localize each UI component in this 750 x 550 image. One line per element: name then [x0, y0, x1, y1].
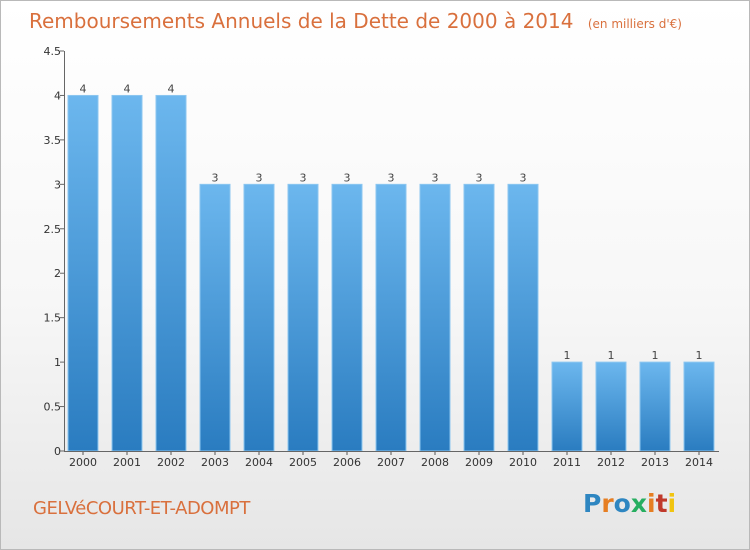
- x-tick-label-2004: 2004: [245, 456, 273, 469]
- x-tick-label-2008: 2008: [421, 456, 449, 469]
- chart-title-block: Remboursements Annuels de la Dette de 20…: [29, 9, 682, 33]
- data-label-2014: 1: [696, 349, 703, 362]
- bar-2013: [639, 361, 671, 452]
- data-label-2002: 4: [168, 82, 175, 95]
- y-tick-label-3.5: 3.5: [44, 134, 62, 147]
- bar-2010: [507, 183, 539, 452]
- data-label-2004: 3: [256, 171, 263, 184]
- data-label-2000: 4: [80, 82, 87, 95]
- data-label-2006: 3: [344, 171, 351, 184]
- logo-letter: P: [583, 489, 602, 518]
- data-label-2007: 3: [388, 171, 395, 184]
- y-tick-label-4.5: 4.5: [44, 45, 62, 58]
- bar-2008: [419, 183, 451, 452]
- y-tick-label-1: 1: [54, 356, 61, 369]
- data-label-2008: 3: [432, 171, 439, 184]
- y-tick-label-0.5: 0.5: [44, 401, 62, 414]
- y-tick-label-0: 0: [54, 445, 61, 458]
- logo-letter: i: [667, 489, 677, 518]
- y-tick-label-3: 3: [54, 178, 61, 191]
- bar-2011: [551, 361, 583, 452]
- x-tick-label-2003: 2003: [201, 456, 229, 469]
- x-tick-label-2005: 2005: [289, 456, 317, 469]
- bar-2012: [595, 361, 627, 452]
- x-tick-label-2002: 2002: [157, 456, 185, 469]
- bar-2001: [111, 94, 143, 452]
- x-tick-label-2000: 2000: [69, 456, 97, 469]
- logo-letter: r: [601, 489, 614, 518]
- chart-subtitle: (en milliers d'€): [587, 17, 682, 31]
- bar-2003: [199, 183, 231, 452]
- x-tick-label-2007: 2007: [377, 456, 405, 469]
- chart-title: Remboursements Annuels de la Dette de 20…: [29, 9, 574, 33]
- x-tick-label-2012: 2012: [597, 456, 625, 469]
- data-label-2012: 1: [608, 349, 615, 362]
- bars-group: 4 4 4 3 3 3 3 3 3 3 3 1 1 1 1: [67, 82, 715, 452]
- y-tick-label-2: 2: [54, 267, 61, 280]
- x-tick-label-2011: 2011: [553, 456, 581, 469]
- x-tick-label-2001: 2001: [113, 456, 141, 469]
- bar-2005: [287, 183, 319, 452]
- data-label-2010: 3: [520, 171, 527, 184]
- data-label-2011: 1: [564, 349, 571, 362]
- city-name: GELVéCOURT-ET-ADOMPT: [33, 498, 250, 519]
- logo-letter: t: [655, 489, 668, 518]
- y-tick-label-1.5: 1.5: [44, 312, 62, 325]
- x-tick-label-2006: 2006: [333, 456, 361, 469]
- data-label-2003: 3: [212, 171, 219, 184]
- data-label-2013: 1: [652, 349, 659, 362]
- x-tick-label-2009: 2009: [465, 456, 493, 469]
- y-axis: 0 0.5 1 1.5 2 2.5 3 3.5 4 4.5: [44, 45, 65, 458]
- x-tick-label-2013: 2013: [641, 456, 669, 469]
- bar-2014: [683, 361, 715, 452]
- y-tick-label-4: 4: [54, 89, 61, 102]
- logo-letter: i: [647, 489, 656, 518]
- data-label-2009: 3: [476, 171, 483, 184]
- y-tick-label-2.5: 2.5: [44, 223, 62, 236]
- data-label-2005: 3: [300, 171, 307, 184]
- logo-letter: o: [613, 489, 631, 518]
- x-axis: 2000 2001 2002 2003 2004 2005 2006 2007 2008 2009…: [64, 451, 719, 469]
- logo-letter: x: [630, 489, 647, 518]
- bar-2009: [463, 183, 495, 452]
- bar-2002: [155, 94, 187, 452]
- bar-2006: [331, 183, 363, 452]
- proxiti-logo[interactable]: Proxiti: [583, 489, 676, 518]
- bar-2004: [243, 183, 275, 452]
- bar-2000: [67, 94, 99, 452]
- x-tick-label-2014: 2014: [685, 456, 713, 469]
- data-label-2001: 4: [124, 82, 131, 95]
- bar-2007: [375, 183, 407, 452]
- x-tick-label-2010: 2010: [509, 456, 537, 469]
